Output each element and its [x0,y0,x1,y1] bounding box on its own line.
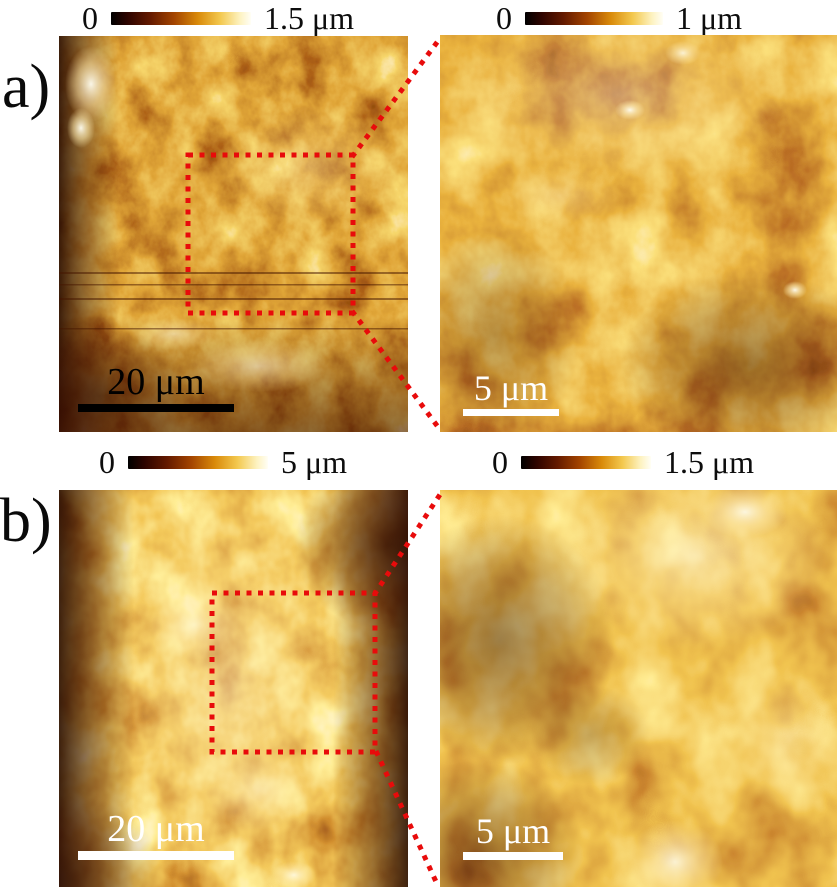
colorbar-a-left-min: 0 [82,0,98,36]
afm-texture-b-zoom [440,490,837,887]
colorbar-b-right: 0 1.5 μm [492,444,754,480]
scalebar-b-right-label: 5 μm [475,811,551,851]
colorbar-b-left-max: 5 μm [281,444,348,480]
afm-image-b-zoom: 5 μm [440,490,837,887]
scalebar-a-left-line [78,404,234,412]
scalebar-a-right-label: 5 μm [473,368,549,408]
afm-texture-a-zoom [440,35,837,432]
scalebar-a-left: 20 μm [78,363,234,412]
afm-image-a-overview: 20 μm [59,36,408,432]
scalebar-a-left-label: 20 μm [107,361,205,403]
colorbar-b-left-min: 0 [99,444,115,480]
colorbar-a-left: 0 1.5 μm [82,0,354,36]
colorbar-a-right-max: 1 μm [676,0,743,36]
scalebar-b-left-line [78,851,234,860]
colorbar-a-left-gradient [111,11,251,25]
colorbar-b-left-gradient [128,455,268,469]
colorbar-b-right-max: 1.5 μm [664,444,755,480]
colorbar-a-right-gradient [525,11,663,25]
colorbar-b-left: 0 5 μm [99,444,347,480]
panel-label-a: a) [2,53,51,121]
afm-image-a-zoom: 5 μm [440,35,837,432]
scalebar-b-right-line [463,852,563,860]
colorbar-a-left-max: 1.5 μm [264,0,355,36]
scalebar-b-left-label: 20 μm [107,808,205,850]
colorbar-a-right-min: 0 [496,0,512,36]
afm-image-b-overview: 20 μm [59,490,408,887]
scalebar-a-right: 5 μm [463,370,559,416]
scalebar-b-right: 5 μm [463,813,563,860]
scalebar-b-left: 20 μm [78,810,234,860]
colorbar-a-right: 0 1 μm [496,0,742,36]
colorbar-b-right-min: 0 [492,444,508,480]
scalebar-a-right-line [463,409,559,416]
colorbar-b-right-gradient [521,455,651,469]
panel-label-b: b) [0,487,52,555]
